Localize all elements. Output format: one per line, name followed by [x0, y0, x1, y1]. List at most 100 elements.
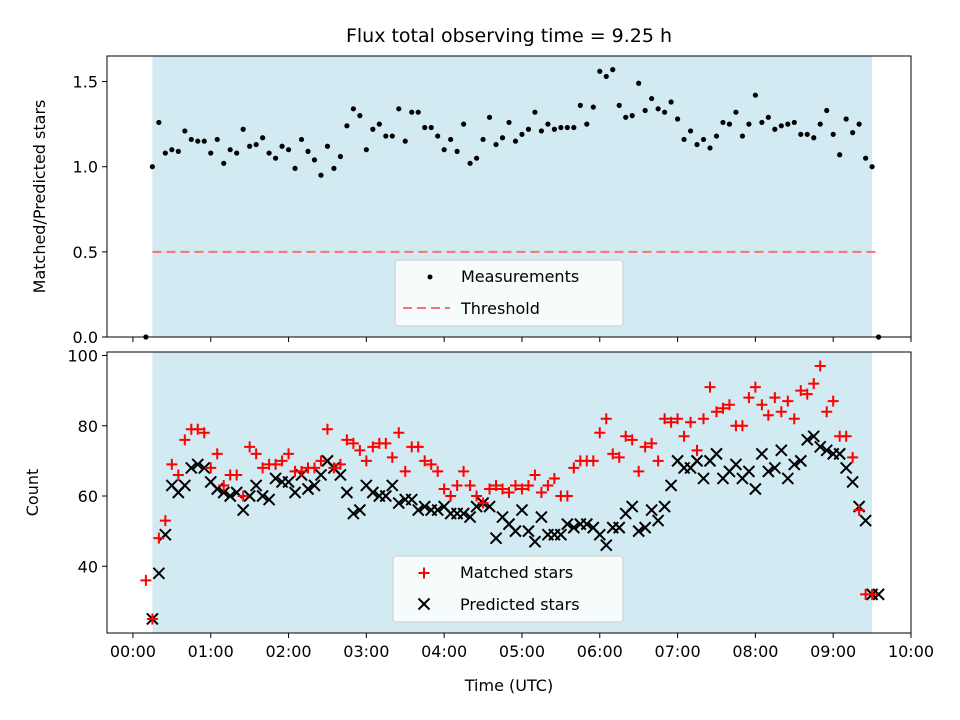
- measurement-point: [869, 164, 875, 170]
- predicted-star-point: [528, 535, 542, 548]
- bottom-legend-box: [392, 555, 624, 623]
- matched-star-point: [159, 515, 171, 527]
- measurement-point: [221, 160, 227, 166]
- matched-star-point: [399, 465, 411, 477]
- matched-star-point: [769, 392, 781, 404]
- measurement-point: [804, 131, 810, 137]
- matched-star-point: [626, 434, 638, 446]
- matched-star-point: [270, 458, 282, 470]
- measurement-point: [506, 119, 512, 126]
- matched-star-point: [652, 455, 664, 467]
- matched-star-point: [237, 490, 249, 502]
- matched-star-point: [179, 434, 191, 446]
- measurement-point: [558, 124, 564, 131]
- measurement-point: [538, 128, 545, 134]
- predicted-star-point: [418, 500, 431, 513]
- matched-star-point: [788, 413, 800, 425]
- matched-star-point: [419, 455, 431, 467]
- matched-star-point: [432, 465, 444, 477]
- predicted-star-point: [814, 440, 827, 454]
- predicted-star-point: [457, 507, 470, 520]
- x-tick-label: 01:00: [188, 642, 234, 661]
- measurement-point: [512, 138, 519, 144]
- predicted-star-point: [554, 528, 568, 541]
- matched-star-point: [678, 430, 690, 442]
- predicted-star-point: [820, 444, 833, 457]
- predicted-star-point: [301, 482, 315, 496]
- measurement-point: [370, 126, 376, 132]
- measurement-point: [817, 121, 823, 127]
- measurement-point: [409, 109, 415, 115]
- matched-star-point: [814, 360, 826, 372]
- predicted-star-point: [256, 489, 269, 503]
- measurement-point: [830, 131, 836, 137]
- measurement-point: [694, 141, 700, 148]
- predicted-star-point: [807, 430, 820, 443]
- x-tick-label: 04:00: [421, 642, 467, 661]
- matched-star-point: [749, 381, 761, 393]
- predicted-star-point: [243, 489, 256, 503]
- measurement-point: [674, 116, 681, 122]
- chart-title: Flux total observing time = 9.25 h: [346, 25, 672, 47]
- bottom-legend: Matched stars Predicted stars: [392, 555, 624, 623]
- matched-star-point: [445, 490, 457, 502]
- measurement-point: [590, 104, 596, 110]
- matched-star-point: [516, 483, 528, 495]
- matched-star-point: [354, 444, 366, 456]
- predicted-star-point: [191, 458, 204, 471]
- predicted-star-point: [781, 472, 795, 485]
- measurement-point: [850, 130, 856, 136]
- measurement-point: [707, 145, 713, 151]
- predicted-star-point: [509, 524, 522, 538]
- measurement-point: [149, 164, 155, 170]
- matched-star-point: [633, 465, 645, 477]
- predicted-star-point: [846, 475, 859, 489]
- top-y-ticks: 0.0 0.5 1.0 1.5: [73, 73, 107, 347]
- matched-star-point: [205, 462, 217, 474]
- predicted-star-point: [645, 503, 658, 517]
- legend-predicted-stars: Predicted stars: [460, 595, 580, 614]
- predicted-star-point: [463, 510, 477, 524]
- y-tick-label: 60: [78, 487, 98, 506]
- predicted-star-point: [308, 479, 321, 492]
- predicted-star-point: [690, 454, 704, 468]
- matched-star-point: [827, 395, 839, 407]
- predicted-star-point: [392, 496, 405, 510]
- y-tick-label: 1.5: [73, 73, 98, 92]
- predicted-star-point: [405, 493, 418, 506]
- measurement-point: [357, 113, 363, 119]
- predicted-star-point: [522, 524, 535, 538]
- measurement-point: [279, 143, 285, 149]
- predicted-star-point: [658, 500, 671, 513]
- legend-threshold: Threshold: [460, 299, 540, 318]
- predicted-star-point: [625, 500, 639, 513]
- predicted-star-point: [152, 567, 166, 580]
- matched-star-point: [360, 455, 372, 467]
- predicted-star-point: [334, 468, 347, 482]
- matched-star-point: [497, 483, 509, 495]
- measurement-point: [616, 102, 622, 108]
- matched-star-point: [425, 458, 437, 470]
- matched-star-point: [153, 532, 165, 544]
- matched-star-point: [840, 430, 852, 442]
- bottom-y-ticks: 40 60 80 100: [67, 347, 107, 576]
- measurement-point: [162, 150, 168, 156]
- measurement-point: [746, 121, 752, 127]
- matched-star-point: [471, 490, 483, 502]
- matched-star-point: [698, 413, 710, 425]
- x-tick-label: 07:00: [655, 642, 701, 661]
- measurement-point: [564, 124, 570, 131]
- predicted-star-point: [489, 531, 503, 545]
- matched-star-point: [613, 451, 625, 463]
- top-axes: 0.0 0.5 1.0 1.5 Flux total observing time =…: [30, 25, 912, 347]
- matched-star-point: [542, 479, 554, 491]
- measurement-point: [240, 126, 246, 132]
- measurement-point: [415, 109, 421, 115]
- measurement-point: [629, 113, 635, 119]
- measurement-point: [454, 148, 460, 154]
- measurement-point: [169, 147, 175, 153]
- measurement-point: [713, 133, 720, 139]
- predicted-star-point: [431, 503, 444, 517]
- matched-star-point: [172, 469, 184, 481]
- predicted-star-point: [561, 517, 574, 531]
